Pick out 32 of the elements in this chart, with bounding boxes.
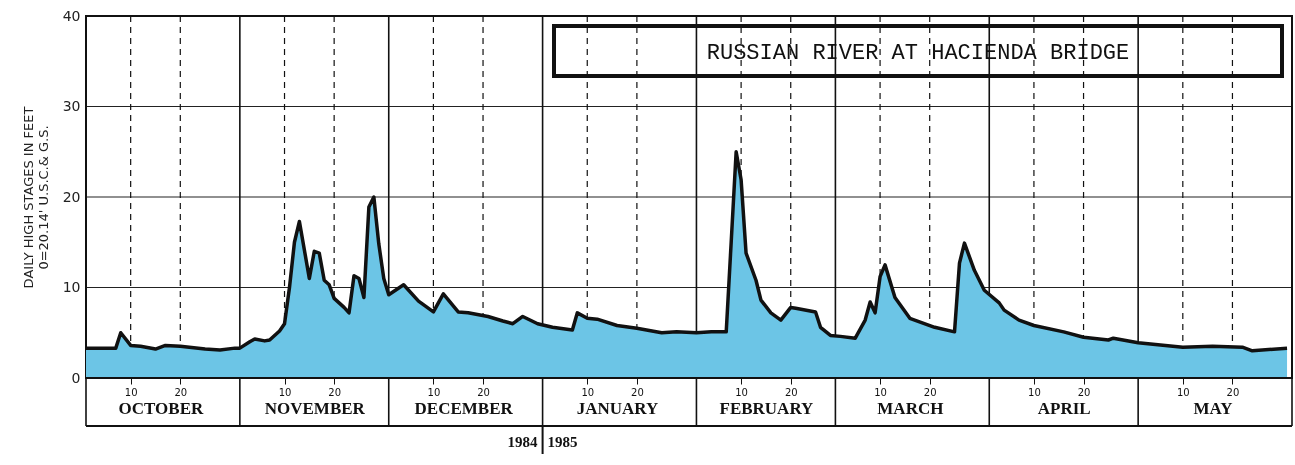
x-tick-label: 10 [581,386,595,398]
x-tick-label: 20 [631,386,644,398]
x2-tick-label: JANUARY [576,398,659,418]
x-tick-label: 10 [427,386,441,398]
x-tick-label: 20 [477,386,490,398]
x2-tick-label: MARCH [877,398,944,418]
x2-tick-label: APRIL [1037,398,1091,418]
x-tick-label: 10 [124,386,138,398]
x-tick-label: 20 [923,386,937,398]
x-tick-label: 20 [1226,386,1240,398]
text: 1984 [507,434,539,450]
y-tick-label: 0 [71,369,81,386]
x2-tick-label: DECEMBER [414,398,514,418]
text: 1985 [547,434,578,450]
x-tick-label: 10 [1028,386,1041,398]
x-tick-label: 10 [735,386,748,398]
x-tick-label: 20 [1077,386,1091,398]
x-tick-label: 10 [874,386,887,398]
x2-tick-label: FEBRUARY [719,398,814,418]
y-tick-label: 10 [62,279,81,295]
x2-tick-label: NOVEMBER [264,398,366,418]
y-axis-title: DAILY HIGH STAGES IN FEET 0=20.14' U.S.C.& G.S. [20,106,51,289]
x-tick-label: 20 [328,386,342,398]
x2-tick-label: MAY [1193,398,1233,418]
y-tick-label: 30 [62,98,81,114]
x-tick-label: 20 [174,386,188,398]
x-tick-label: 20 [784,386,798,398]
x2-tick-label: OCTOBER [118,398,205,418]
x-tick-label: 10 [1176,386,1190,398]
x-tick-label: 10 [278,386,292,398]
y-tick-label: 20 [62,188,81,205]
y-tick-label: 40 [62,7,81,24]
